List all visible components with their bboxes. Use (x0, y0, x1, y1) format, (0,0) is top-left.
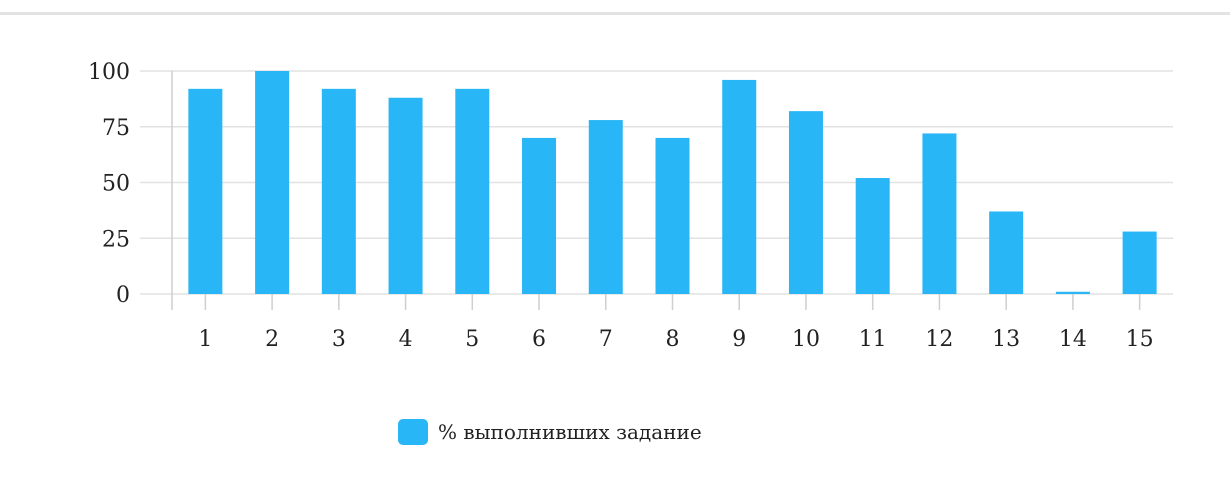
legend[interactable]: % выполнивших задание (398, 417, 702, 447)
bar[interactable] (1122, 231, 1157, 294)
bar[interactable] (1055, 291, 1090, 294)
x-tick-label: 5 (465, 327, 479, 352)
bar[interactable] (321, 88, 356, 294)
legend-label: % выполнивших задание (438, 420, 702, 444)
y-tick-label: 0 (116, 283, 130, 308)
x-tick-label: 13 (992, 327, 1020, 352)
x-tick-label: 9 (732, 327, 746, 352)
bar[interactable] (655, 137, 690, 294)
x-tick-label: 8 (666, 327, 680, 352)
bar[interactable] (522, 137, 557, 294)
x-tick-label: 6 (532, 327, 546, 352)
y-tick-labels: 0 25 50 75 100 (88, 60, 130, 308)
x-tick-label: 12 (925, 327, 953, 352)
bar[interactable] (388, 97, 423, 294)
x-tick-label: 2 (265, 327, 279, 352)
top-divider (0, 12, 1230, 15)
x-tick-label: 11 (859, 327, 887, 352)
bar[interactable] (922, 133, 957, 294)
x-tick-label: 7 (599, 327, 613, 352)
bar[interactable] (788, 111, 823, 294)
bar[interactable] (588, 120, 623, 294)
legend-swatch (398, 419, 428, 445)
bar[interactable] (255, 71, 290, 294)
x-tick-label: 14 (1059, 327, 1087, 352)
bar[interactable] (455, 88, 490, 294)
x-tick-label: 15 (1126, 327, 1154, 352)
y-tick-label: 100 (88, 60, 130, 85)
axes (171, 71, 1141, 310)
bar[interactable] (722, 79, 757, 294)
bar[interactable] (855, 178, 890, 294)
bar[interactable] (188, 88, 223, 294)
y-tick-label: 75 (102, 116, 130, 141)
y-tick-label: 50 (102, 172, 130, 197)
x-tick-label: 1 (198, 327, 212, 352)
x-tick-labels: 1 2 3 4 5 6 7 8 9 10 11 12 13 14 15 (198, 327, 1153, 352)
y-tick-label: 25 (102, 227, 130, 252)
x-tick-label: 4 (399, 327, 413, 352)
bars (188, 71, 1157, 294)
bar[interactable] (989, 211, 1024, 294)
x-tick-label: 3 (332, 327, 346, 352)
x-tick-label: 10 (792, 327, 820, 352)
